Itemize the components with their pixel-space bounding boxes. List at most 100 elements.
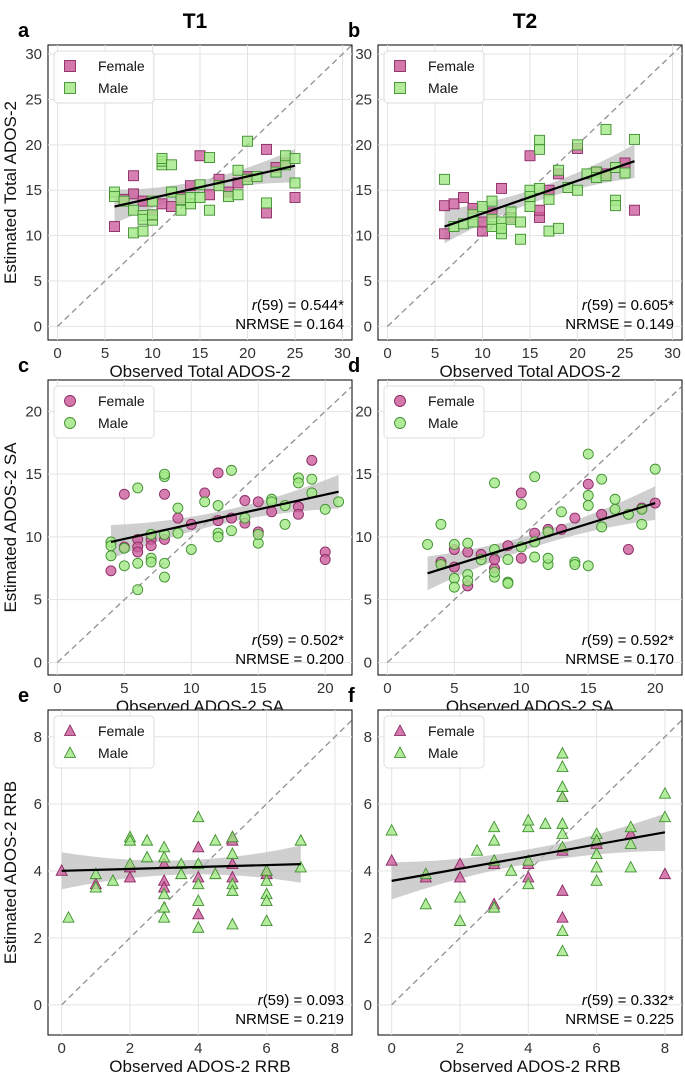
y-tick-label: 25 — [355, 91, 372, 108]
male-point — [489, 566, 500, 578]
male-point — [619, 167, 631, 179]
male-point — [159, 468, 170, 480]
male-point — [582, 500, 594, 511]
panel-d: 0 5 10 15 20 0 5 10 15 20 Female Male r(59) = 0.592*… — [348, 355, 683, 716]
male-point — [624, 837, 638, 849]
male-point — [204, 204, 215, 216]
r-stat: r(59) = 0.544* — [252, 297, 344, 314]
male-point — [232, 189, 244, 201]
x-tick-label: 2 — [126, 1040, 134, 1057]
panel-letter: c — [18, 355, 29, 377]
female-point — [192, 840, 205, 853]
y-tick-label: 5 — [364, 273, 372, 290]
x-tick-label: 4 — [524, 1040, 532, 1057]
female-point — [204, 189, 215, 201]
male-point — [194, 192, 206, 203]
y-tick-label: 5 — [34, 592, 42, 609]
male-legend-marker — [63, 746, 77, 758]
female-point — [105, 565, 117, 577]
male-point — [534, 134, 545, 146]
male-point — [199, 496, 211, 508]
male-legend-marker — [394, 417, 406, 429]
regression-line — [61, 863, 301, 872]
regression-line — [444, 160, 635, 228]
male-point — [157, 850, 171, 863]
x-axis-label: Observed ADOS-2 RRB — [109, 1057, 290, 1076]
series-male — [105, 464, 345, 596]
male-point — [226, 525, 237, 537]
x-tick-label: 30 — [334, 345, 351, 362]
x-tick-label: 0 — [383, 680, 391, 697]
female-point — [489, 554, 500, 565]
female-point — [439, 200, 450, 212]
male-point — [487, 820, 501, 833]
series-male — [439, 123, 640, 245]
panel-letter: f — [348, 685, 355, 707]
x-tick-label: 25 — [287, 345, 304, 362]
male-point — [226, 830, 239, 843]
male-point — [260, 873, 273, 886]
female-point — [448, 198, 460, 210]
y-tick-label: 0 — [364, 654, 372, 671]
male-point — [123, 833, 137, 846]
x-axis-label: Observed Total ADOS-2 — [109, 362, 290, 381]
y-tick-label: 15 — [25, 466, 42, 483]
female-point — [534, 204, 545, 216]
male-point — [132, 584, 144, 596]
male-point — [128, 204, 139, 216]
y-tick-label: 4 — [34, 863, 42, 880]
female-point — [156, 198, 168, 210]
panel-f: 0 2 4 6 8 0 2 4 6 8 Female Male r(59) = 0.332* NRMSE … — [348, 685, 683, 1076]
legend: Female Male — [383, 385, 485, 439]
female-point — [292, 508, 304, 520]
panel-letter: b — [348, 20, 360, 42]
x-tick-label: 10 — [183, 680, 200, 697]
male-point — [192, 894, 205, 906]
male-point — [522, 877, 535, 890]
female-point — [172, 512, 184, 524]
male-point — [261, 197, 272, 209]
male-point — [251, 171, 263, 183]
male-point — [192, 877, 205, 890]
nrmse-stat: NRMSE = 0.225 — [565, 1011, 674, 1028]
male-point — [522, 853, 535, 866]
legend-label-female: Female — [98, 58, 145, 74]
legend-box — [53, 50, 155, 104]
male-point — [543, 193, 555, 205]
male-point — [109, 191, 120, 203]
x-tick-label: 8 — [661, 1040, 669, 1057]
panel-e: 0 2 4 6 8 0 2 4 6 8 Female Male r(59) = 0.093 NRMSE =… — [1, 685, 353, 1076]
male-point — [132, 557, 144, 569]
female-legend-marker — [393, 724, 407, 736]
male-point — [502, 577, 514, 589]
r-value: (59) = 0.093 — [263, 992, 344, 1009]
y-axis-label: Estimated ADOS-2 RRB — [1, 781, 20, 964]
y-axis-label: Estimated Total ADOS-2 — [1, 101, 20, 284]
x-tick-label: 8 — [331, 1040, 339, 1057]
male-point — [106, 873, 120, 886]
female-point — [159, 488, 170, 500]
y-tick-label: 6 — [364, 796, 372, 813]
male-point — [504, 863, 518, 876]
x-tick-label: 5 — [120, 680, 128, 697]
male-point — [226, 847, 239, 859]
female-point — [261, 207, 272, 219]
male-point — [137, 225, 149, 237]
male-point — [572, 184, 583, 196]
r-value: (59) = 0.605* — [587, 297, 674, 314]
legend-label-male: Male — [98, 80, 129, 96]
x-tick-label: 2 — [456, 1040, 464, 1057]
female-point — [123, 870, 137, 883]
male-point — [624, 820, 638, 833]
male-point — [624, 860, 638, 873]
male-point — [159, 571, 170, 583]
y-tick-label: 10 — [355, 529, 372, 546]
male-point — [462, 575, 474, 587]
male-point — [213, 180, 225, 192]
male-point — [462, 537, 474, 549]
male-point — [556, 760, 569, 772]
male-point — [159, 557, 170, 569]
x-tick-label: 5 — [101, 345, 109, 362]
identity-line — [386, 385, 682, 663]
